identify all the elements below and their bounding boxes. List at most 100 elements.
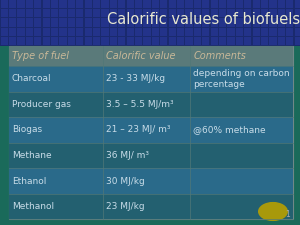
Bar bbox=[76, 37, 83, 45]
Bar bbox=[278, 28, 285, 36]
Bar bbox=[227, 9, 235, 17]
Bar bbox=[160, 9, 167, 17]
Text: Charcoal: Charcoal bbox=[12, 74, 52, 83]
Bar bbox=[261, 18, 268, 27]
Bar bbox=[278, 37, 285, 45]
Bar bbox=[143, 0, 151, 8]
Bar bbox=[26, 28, 33, 36]
Bar bbox=[185, 37, 193, 45]
Bar bbox=[185, 28, 193, 36]
Bar bbox=[244, 9, 251, 17]
Bar bbox=[169, 0, 176, 8]
Ellipse shape bbox=[258, 202, 288, 221]
Bar bbox=[211, 37, 218, 45]
Bar bbox=[236, 18, 243, 27]
Bar bbox=[169, 28, 176, 36]
Bar bbox=[9, 0, 16, 8]
Bar bbox=[286, 18, 293, 27]
Bar bbox=[9, 46, 292, 219]
Text: Calorific values of biofuels: Calorific values of biofuels bbox=[107, 12, 300, 27]
Bar bbox=[59, 9, 67, 17]
Bar bbox=[17, 28, 25, 36]
Bar bbox=[253, 28, 260, 36]
Bar bbox=[295, 37, 300, 45]
Bar bbox=[219, 37, 226, 45]
Bar bbox=[211, 0, 218, 8]
Text: Ethanol: Ethanol bbox=[12, 177, 46, 186]
Bar bbox=[135, 37, 142, 45]
Bar bbox=[26, 37, 33, 45]
Bar bbox=[177, 28, 184, 36]
Text: 30 MJ/kg: 30 MJ/kg bbox=[106, 177, 144, 186]
Text: 21 – 23 MJ/ m³: 21 – 23 MJ/ m³ bbox=[106, 125, 170, 134]
Bar bbox=[135, 18, 142, 27]
Bar bbox=[286, 37, 293, 45]
Bar bbox=[269, 28, 277, 36]
Bar bbox=[43, 18, 50, 27]
Bar bbox=[43, 37, 50, 45]
Bar bbox=[143, 37, 151, 45]
Bar bbox=[160, 0, 167, 8]
Bar bbox=[9, 168, 292, 194]
Bar bbox=[295, 18, 300, 27]
Bar bbox=[93, 0, 100, 8]
Bar bbox=[76, 9, 83, 17]
Bar bbox=[177, 37, 184, 45]
Bar bbox=[135, 28, 142, 36]
Bar bbox=[51, 28, 58, 36]
Bar bbox=[9, 9, 16, 17]
Bar bbox=[253, 0, 260, 8]
Bar bbox=[219, 9, 226, 17]
Bar bbox=[9, 46, 292, 66]
Text: 3.5 – 5.5 MJ/m³: 3.5 – 5.5 MJ/m³ bbox=[106, 100, 173, 109]
Text: Comments: Comments bbox=[194, 51, 246, 61]
Bar bbox=[9, 66, 292, 92]
Bar bbox=[286, 0, 293, 8]
Bar bbox=[261, 0, 268, 8]
Bar bbox=[286, 9, 293, 17]
Bar bbox=[177, 18, 184, 27]
Bar bbox=[9, 18, 16, 27]
Text: 36 MJ/ m³: 36 MJ/ m³ bbox=[106, 151, 148, 160]
Bar bbox=[253, 18, 260, 27]
Bar bbox=[219, 18, 226, 27]
Bar bbox=[194, 37, 201, 45]
Bar bbox=[227, 0, 235, 8]
Bar bbox=[76, 18, 83, 27]
Bar bbox=[76, 28, 83, 36]
Bar bbox=[295, 0, 300, 8]
Bar bbox=[93, 9, 100, 17]
Bar bbox=[93, 18, 100, 27]
Bar bbox=[85, 28, 92, 36]
Bar bbox=[101, 37, 109, 45]
Bar bbox=[244, 18, 251, 27]
Bar bbox=[269, 37, 277, 45]
Bar bbox=[34, 18, 41, 27]
Bar bbox=[202, 37, 209, 45]
Bar bbox=[185, 0, 193, 8]
Bar bbox=[43, 0, 50, 8]
Bar bbox=[118, 9, 125, 17]
Bar bbox=[17, 37, 25, 45]
Bar bbox=[118, 18, 125, 27]
Bar bbox=[152, 9, 159, 17]
Bar bbox=[110, 28, 117, 36]
Bar bbox=[185, 18, 193, 27]
Bar bbox=[278, 18, 285, 27]
Bar bbox=[110, 9, 117, 17]
Bar bbox=[143, 9, 151, 17]
Bar bbox=[169, 18, 176, 27]
Bar bbox=[169, 9, 176, 17]
Bar bbox=[169, 37, 176, 45]
Bar bbox=[34, 9, 41, 17]
Bar bbox=[68, 0, 75, 8]
Bar bbox=[1, 37, 8, 45]
Bar bbox=[110, 18, 117, 27]
Bar bbox=[93, 28, 100, 36]
Bar bbox=[194, 0, 201, 8]
Bar bbox=[227, 18, 235, 27]
Bar bbox=[127, 37, 134, 45]
Bar bbox=[135, 0, 142, 8]
Bar bbox=[244, 0, 251, 8]
Text: Type of fuel: Type of fuel bbox=[12, 51, 69, 61]
